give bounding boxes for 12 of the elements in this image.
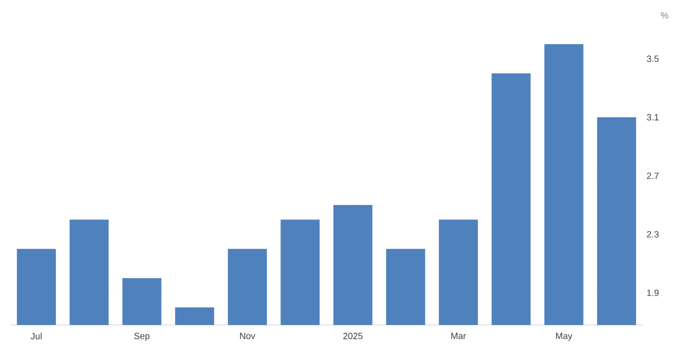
y-tick-label: 2.7 (646, 172, 659, 179)
x-tick-label: Jul (30, 332, 42, 340)
x-tick-label: Sep (134, 332, 150, 341)
x-tick-label: 2025 (343, 332, 363, 340)
y-axis-title: % (660, 12, 668, 18)
x-tick-label: May (556, 332, 572, 341)
y-tick-label: 1.9 (647, 290, 659, 296)
x-tick-label: Nov (240, 332, 256, 340)
y-tick-label: 3.1 (646, 114, 659, 120)
x-tick-label: Mar (451, 332, 466, 340)
y-tick-label: 3.5 (646, 56, 659, 62)
y-tick-label: 2.3 (646, 231, 659, 238)
